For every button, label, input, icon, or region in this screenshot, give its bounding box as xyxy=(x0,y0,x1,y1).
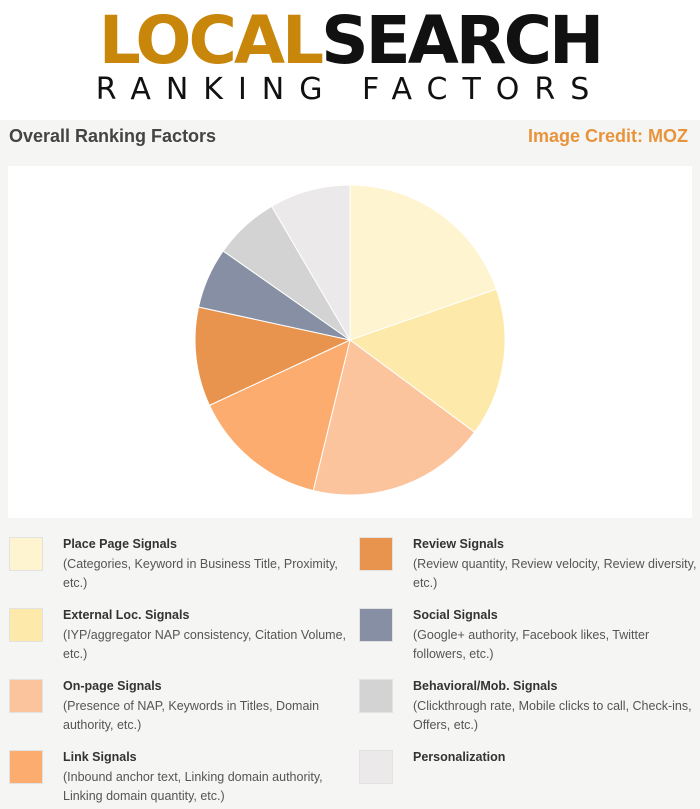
pie-slice-on-page-signals xyxy=(312,339,476,496)
legend-swatch xyxy=(9,608,43,642)
legend-description: (Clickthrough rate, Mobile clicks to cal… xyxy=(413,699,692,732)
legend-swatch xyxy=(9,537,43,571)
legend-description: (IYP/aggregator NAP consistency, Citatio… xyxy=(63,628,347,661)
legend-label: Review Signals xyxy=(413,537,505,551)
legend-description: (Google+ authority, Facebook likes, Twit… xyxy=(413,628,650,661)
image-credit: Image Credit: MOZ xyxy=(527,126,688,146)
chart-title: Overall Ranking Factors xyxy=(9,126,217,146)
legend-swatch xyxy=(359,608,393,642)
pie-chart-area xyxy=(8,166,692,518)
logo-word-local: LOCAL xyxy=(98,2,324,79)
legend-label: On-page Signals xyxy=(63,679,162,693)
legend-swatch xyxy=(9,750,43,784)
pie-chart xyxy=(194,184,506,496)
legend-description: (Review quantity, Review velocity, Revie… xyxy=(413,557,697,590)
legend-description: (Categories, Keyword in Business Title, … xyxy=(63,557,338,590)
legend-label: Behavioral/Mob. Signals xyxy=(413,679,558,693)
logo-subtitle: RANKING FACTORS xyxy=(95,72,605,107)
legend-label: External Loc. Signals xyxy=(63,608,190,622)
legend-label: Link Signals xyxy=(63,750,137,764)
legend-swatch xyxy=(9,679,43,713)
pie-slice-personalization xyxy=(270,184,351,342)
legend-description: (Inbound anchor text, Linking domain aut… xyxy=(63,770,323,803)
logo-wordmark: LOCALSEARCH xyxy=(0,2,700,80)
legend-swatch xyxy=(359,750,393,784)
legend-swatch xyxy=(359,679,393,713)
pie-slice-place-page-signals xyxy=(349,184,498,341)
pie-slice-external-loc-signals xyxy=(348,288,506,433)
legend-swatch xyxy=(359,537,393,571)
logo-word-search: SEARCH xyxy=(321,2,604,79)
pie-slice-link-signals xyxy=(208,339,351,492)
legend-description: (Presence of NAP, Keywords in Titles, Do… xyxy=(63,699,320,732)
legend-label: Place Page Signals xyxy=(63,537,177,551)
legend-label: Social Signals xyxy=(413,608,498,622)
legend-label: Personalization xyxy=(413,750,506,764)
header: LOCALSEARCH RANKING FACTORS xyxy=(0,0,700,120)
